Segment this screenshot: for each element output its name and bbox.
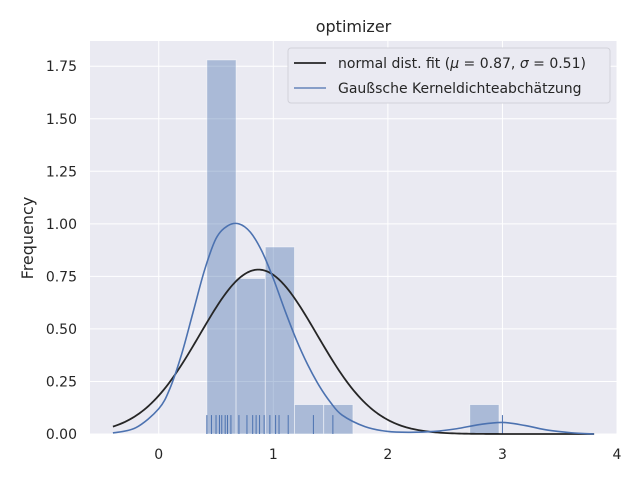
rug-plot bbox=[206, 415, 503, 434]
histogram-bar bbox=[235, 278, 266, 435]
x-tick-label: 2 bbox=[383, 447, 392, 463]
y-tick-label: 0.50 bbox=[46, 322, 77, 338]
legend-label-kde: Gaußsche Kerneldichteabchätzung bbox=[338, 81, 582, 97]
histogram-bar bbox=[206, 59, 237, 435]
y-tick-label: 1.75 bbox=[46, 59, 77, 75]
y-tick-label: 0.75 bbox=[46, 269, 77, 285]
y-axis-label: Frequency bbox=[18, 197, 37, 280]
y-axis-ticks: 0.00 0.25 0.50 0.75 1.00 1.25 1.50 1.75 bbox=[46, 59, 77, 443]
grid bbox=[90, 41, 618, 435]
x-tick-label: 4 bbox=[613, 447, 622, 463]
x-axis-ticks: 0 1 2 3 4 bbox=[154, 447, 621, 463]
curves bbox=[112, 222, 595, 435]
histogram-bar bbox=[469, 404, 500, 435]
x-tick-label: 1 bbox=[269, 447, 278, 463]
chart-title: optimizer bbox=[316, 17, 392, 36]
y-tick-label: 1.00 bbox=[46, 217, 77, 233]
legend-box bbox=[287, 47, 611, 104]
kde-line bbox=[112, 222, 595, 435]
x-tick-label: 3 bbox=[498, 447, 507, 463]
legend-mu-value: = 0.87, bbox=[459, 56, 520, 72]
histogram-bar bbox=[264, 246, 295, 435]
legend-label-normal: normal dist. fit (μ = 0.87, σ = 0.51) bbox=[338, 56, 586, 72]
legend-mu-symbol: μ bbox=[449, 56, 459, 72]
legend-sigma-symbol: σ bbox=[520, 56, 530, 72]
normal-fit-line bbox=[112, 268, 595, 435]
y-tick-label: 0.25 bbox=[46, 374, 77, 390]
legend: normal dist. fit (μ = 0.87, σ = 0.51) Ga… bbox=[287, 47, 611, 104]
y-tick-label: 0.00 bbox=[46, 427, 77, 443]
y-tick-label: 1.25 bbox=[46, 164, 77, 180]
legend-normal-prefix: normal dist. fit ( bbox=[338, 56, 450, 72]
x-tick-label: 0 bbox=[154, 447, 163, 463]
y-tick-label: 1.50 bbox=[46, 112, 77, 128]
histogram-bar bbox=[294, 404, 325, 435]
legend-sigma-value: = 0.51) bbox=[529, 56, 586, 72]
